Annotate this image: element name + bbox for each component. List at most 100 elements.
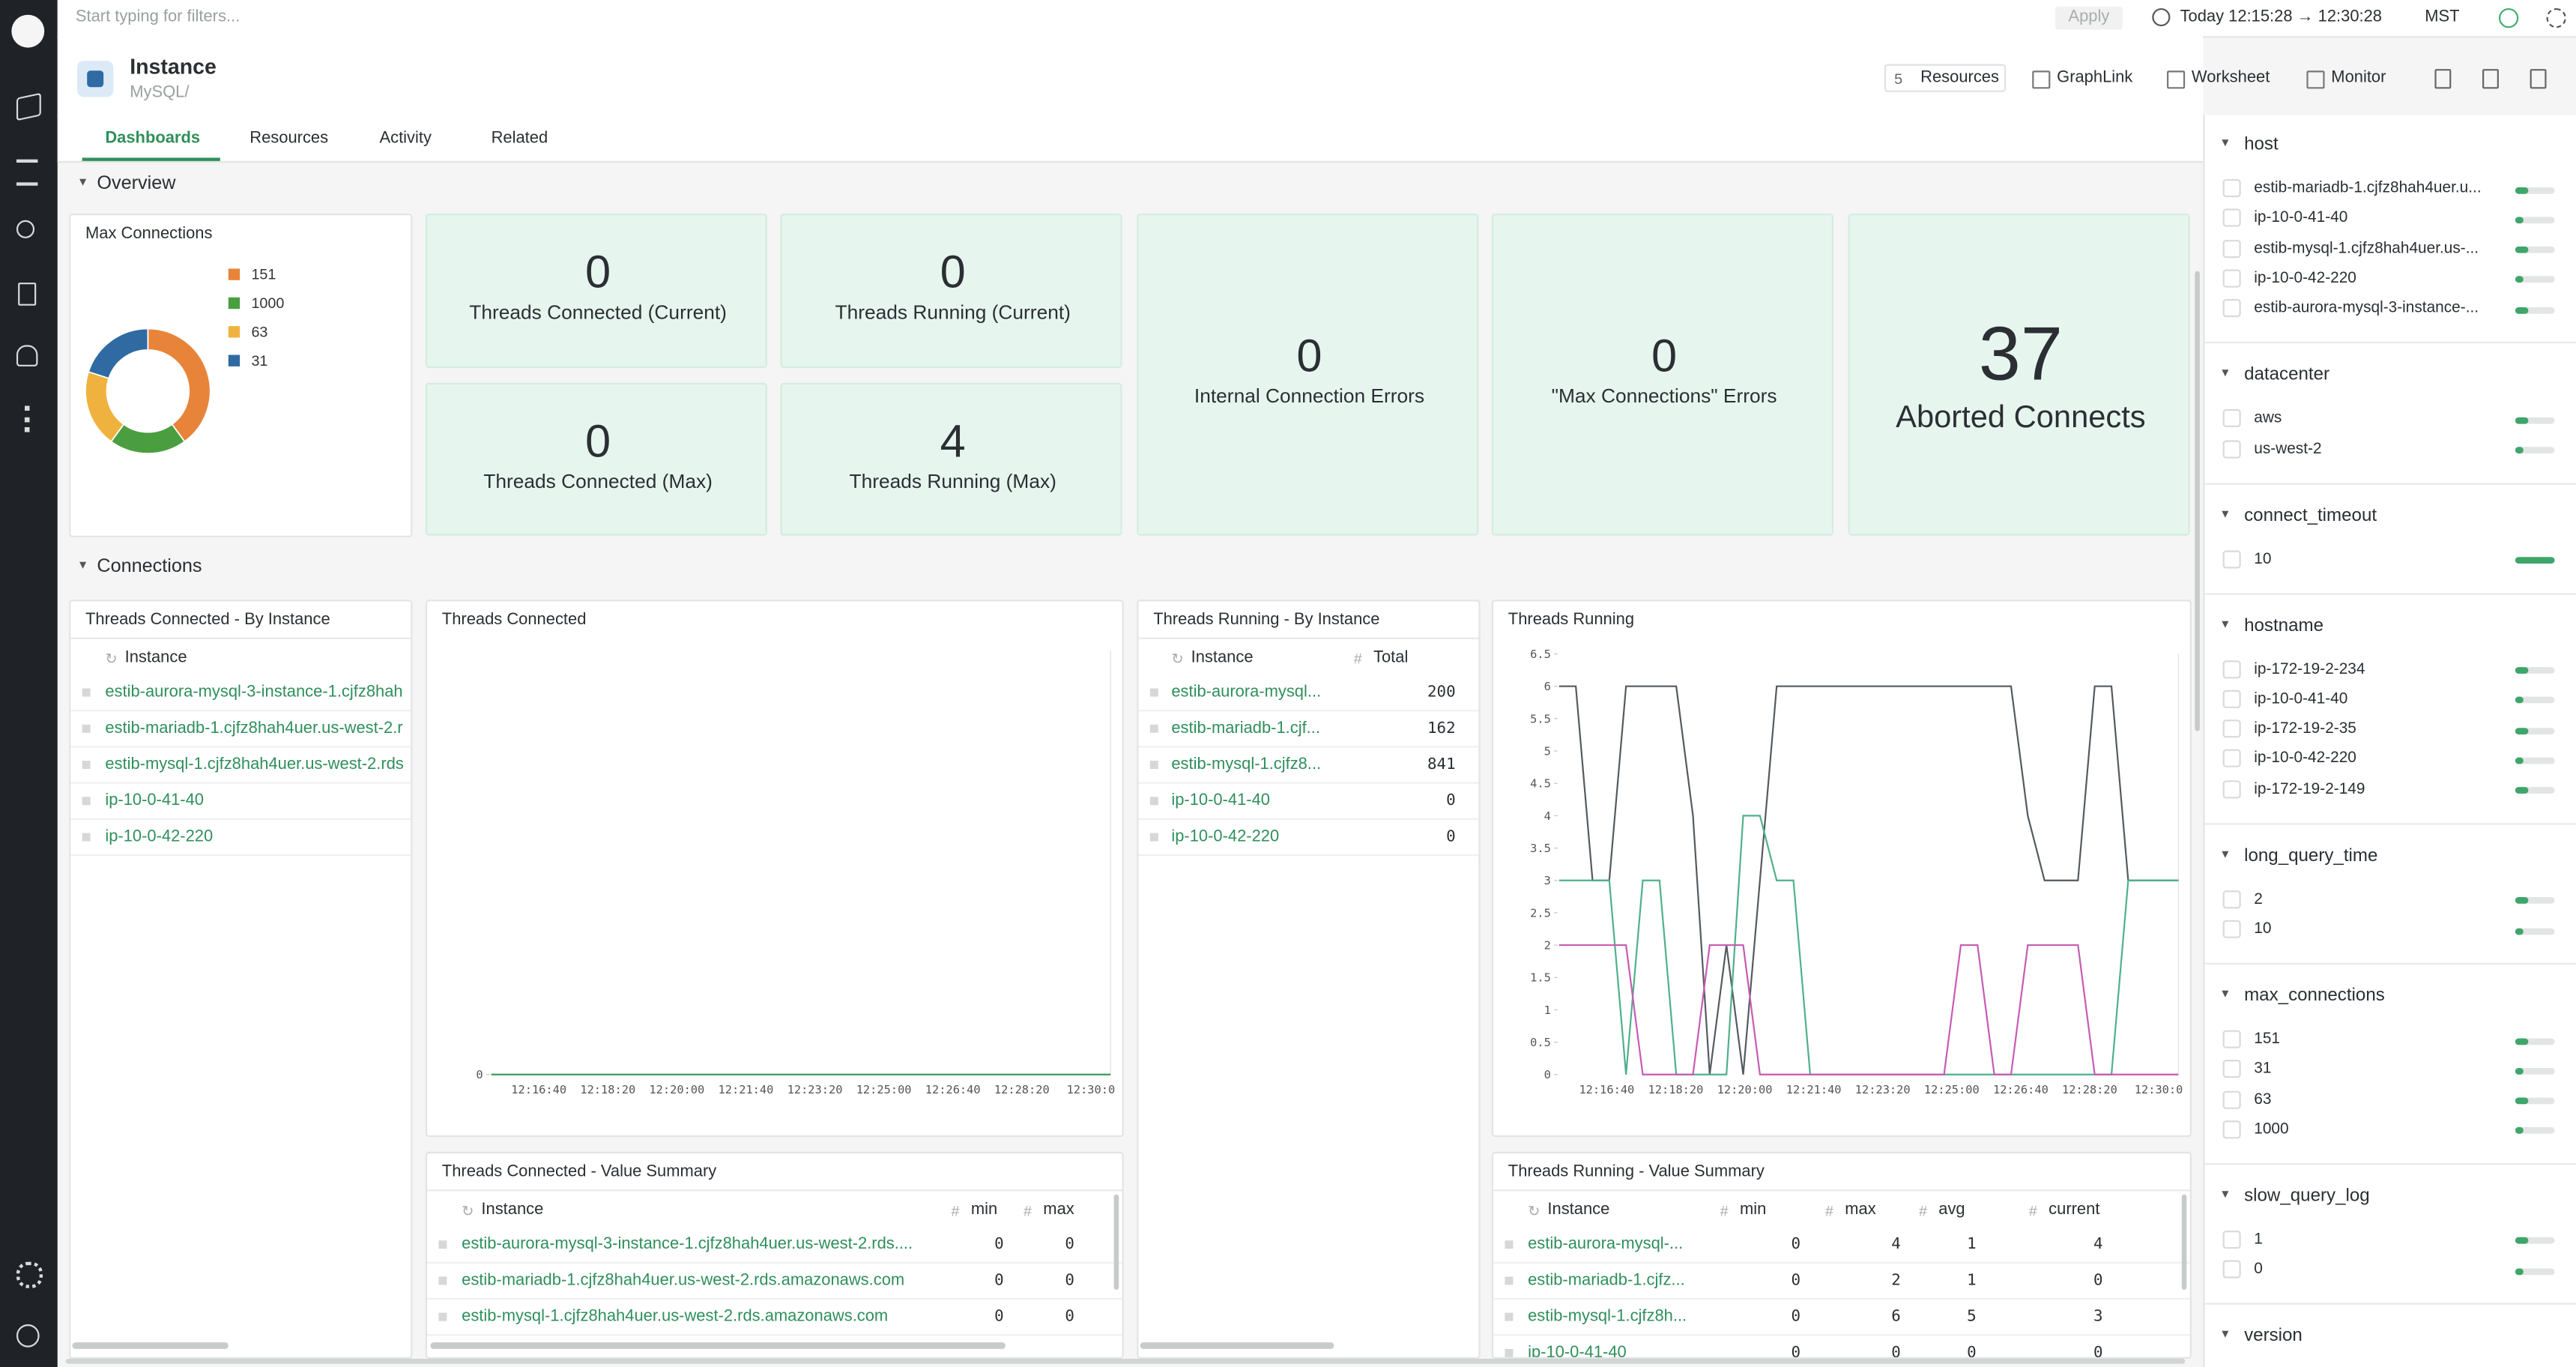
row-link[interactable]: estib-mysql-1.cjfz8h... xyxy=(1528,1308,1687,1327)
facet-item[interactable]: ip-172-19-2-234 xyxy=(2254,660,2365,678)
row-link[interactable]: estib-mysql-1.cjfz8... xyxy=(1171,755,1322,774)
scrollbar[interactable] xyxy=(65,1359,2186,1364)
facet-checkbox[interactable] xyxy=(2222,1120,2241,1139)
header-action[interactable]: Monitor xyxy=(2331,69,2386,88)
facet-item[interactable]: 10 xyxy=(2254,549,2272,568)
header-action[interactable]: Worksheet xyxy=(2191,69,2270,88)
facet-checkbox[interactable] xyxy=(2222,209,2241,228)
settings-icon[interactable] xyxy=(16,1261,43,1288)
nav-icon[interactable] xyxy=(18,283,37,306)
facet-item[interactable]: ip-172-19-2-149 xyxy=(2254,779,2365,798)
facet-checkbox[interactable] xyxy=(2222,749,2241,768)
facet-item[interactable]: 1 xyxy=(2254,1230,2263,1249)
row-link[interactable]: estib-aurora-mysql... xyxy=(1171,684,1322,702)
nav-icon[interactable] xyxy=(16,220,35,238)
row-link[interactable]: ip-10-0-41-40 xyxy=(1171,791,1270,810)
facet-checkbox[interactable] xyxy=(2222,178,2241,198)
facet-item[interactable]: 2 xyxy=(2254,890,2263,908)
facet-checkbox[interactable] xyxy=(2222,269,2241,288)
row-link[interactable]: ip-10-0-41-40 xyxy=(1528,1344,1627,1360)
facet-item[interactable]: estib-aurora-mysql-3-instance-... xyxy=(2254,299,2479,318)
facet-item[interactable]: ip-10-0-41-40 xyxy=(2254,209,2348,228)
facet-checkbox[interactable] xyxy=(2222,409,2241,428)
facet-name[interactable]: version xyxy=(2244,1326,2303,1346)
facet-name[interactable]: slow_query_log xyxy=(2244,1186,2370,1206)
row-link[interactable]: ip-10-0-41-40 xyxy=(105,791,204,810)
facet-item[interactable]: 1000 xyxy=(2254,1120,2289,1139)
row-link[interactable]: estib-mariadb-1.cjfz8hah4uer.us-west-2.r… xyxy=(462,1271,905,1290)
facet-item[interactable]: 63 xyxy=(2254,1090,2272,1108)
scroll-thumb[interactable] xyxy=(1113,1194,1119,1290)
page-title[interactable]: Instance xyxy=(130,54,217,79)
row-link[interactable]: estib-aurora-mysql-3-instance-1.cjfz8hah xyxy=(105,684,403,702)
facet-item[interactable]: 151 xyxy=(2254,1030,2281,1048)
tab[interactable]: Activity xyxy=(379,130,432,148)
facet-checkbox[interactable] xyxy=(2222,439,2241,458)
icon-button[interactable] xyxy=(2434,69,2452,89)
logo[interactable] xyxy=(11,14,45,48)
time-range[interactable]: Today 12:15:28 → 12:30:28 xyxy=(2180,7,2382,27)
icon-button[interactable] xyxy=(2530,69,2547,89)
row-link[interactable]: estib-mysql-1.cjfz8hah4uer.us-west-2.rds xyxy=(105,755,404,774)
row-link[interactable]: estib-mariadb-1.cjf... xyxy=(1171,719,1320,738)
facet-checkbox[interactable] xyxy=(2222,1260,2241,1279)
facet-item[interactable]: ip-172-19-2-35 xyxy=(2254,719,2356,738)
help-icon[interactable] xyxy=(16,1324,40,1348)
header-action[interactable]: GraphLink xyxy=(2057,69,2133,88)
row-link[interactable]: ip-10-0-42-220 xyxy=(1171,827,1280,847)
timezone[interactable]: MST xyxy=(2425,7,2460,27)
scroll-thumb[interactable] xyxy=(430,1342,1006,1349)
facet-checkbox[interactable] xyxy=(2222,660,2241,678)
facet-item[interactable]: estib-mariadb-1.cjfz8hah4uer.u... xyxy=(2254,178,2482,198)
facet-item[interactable]: 31 xyxy=(2254,1060,2272,1078)
apply-button[interactable]: Apply xyxy=(2055,6,2123,30)
facet-checkbox[interactable] xyxy=(2222,239,2241,258)
tab[interactable]: Related xyxy=(491,130,548,148)
facet-name[interactable]: datacenter xyxy=(2244,365,2330,385)
scrollbar[interactable] xyxy=(2195,271,2200,731)
row-link[interactable]: estib-mysql-1.cjfz8hah4uer.us-west-2.rds… xyxy=(462,1308,889,1327)
nav-icon[interactable] xyxy=(16,345,38,366)
row-link[interactable]: estib-aurora-mysql-3-instance-1.cjfz8hah… xyxy=(462,1235,913,1254)
section-title[interactable]: Overview xyxy=(97,174,176,194)
row-link[interactable]: ip-10-0-42-220 xyxy=(105,827,214,847)
section-title[interactable]: Connections xyxy=(97,557,202,577)
facet-item[interactable]: ip-10-0-42-220 xyxy=(2254,269,2356,288)
filter-input[interactable]: Start typing for filters... xyxy=(75,7,241,27)
facet-name[interactable]: hostname xyxy=(2244,615,2324,636)
nav-icon[interactable] xyxy=(24,405,34,432)
scroll-thumb[interactable] xyxy=(2181,1194,2187,1290)
facet-checkbox[interactable] xyxy=(2222,1030,2241,1048)
facet-item[interactable]: 0 xyxy=(2254,1260,2263,1279)
facet-item[interactable]: estib-mysql-1.cjfz8hah4uer.us-... xyxy=(2254,239,2479,258)
tab[interactable]: Dashboards xyxy=(105,130,201,148)
facet-item[interactable]: aws xyxy=(2254,409,2282,428)
facet-item[interactable]: ip-10-0-42-220 xyxy=(2254,749,2356,768)
facet-item[interactable]: us-west-2 xyxy=(2254,439,2322,458)
facet-checkbox[interactable] xyxy=(2222,920,2241,938)
facet-checkbox[interactable] xyxy=(2222,890,2241,908)
facet-checkbox[interactable] xyxy=(2222,1230,2241,1249)
facet-name[interactable]: connect_timeout xyxy=(2244,505,2377,525)
facet-name[interactable]: host xyxy=(2244,134,2279,155)
tab[interactable]: Resources xyxy=(250,130,329,148)
row-link[interactable]: estib-mariadb-1.cjfz... xyxy=(1528,1271,1685,1290)
facet-checkbox[interactable] xyxy=(2222,1060,2241,1078)
facet-item[interactable]: 10 xyxy=(2254,920,2272,938)
facet-checkbox[interactable] xyxy=(2222,1090,2241,1108)
scroll-thumb[interactable] xyxy=(1140,1342,1334,1349)
nav-icon[interactable] xyxy=(16,92,41,121)
facet-checkbox[interactable] xyxy=(2222,719,2241,738)
scroll-thumb[interactable] xyxy=(72,1342,229,1349)
refresh-icon[interactable] xyxy=(2546,7,2566,28)
nav-icon[interactable] xyxy=(16,159,38,186)
facet-checkbox[interactable] xyxy=(2222,549,2241,568)
facet-name[interactable]: max_connections xyxy=(2244,986,2385,1006)
facet-checkbox[interactable] xyxy=(2222,779,2241,798)
row-link[interactable]: estib-aurora-mysql-... xyxy=(1528,1235,1684,1254)
facet-name[interactable]: long_query_time xyxy=(2244,845,2378,866)
icon-button[interactable] xyxy=(2482,69,2499,89)
facet-item[interactable]: ip-10-0-41-40 xyxy=(2254,689,2348,708)
row-link[interactable]: estib-mariadb-1.cjfz8hah4uer.us-west-2.r xyxy=(105,719,403,738)
facet-checkbox[interactable] xyxy=(2222,689,2241,708)
